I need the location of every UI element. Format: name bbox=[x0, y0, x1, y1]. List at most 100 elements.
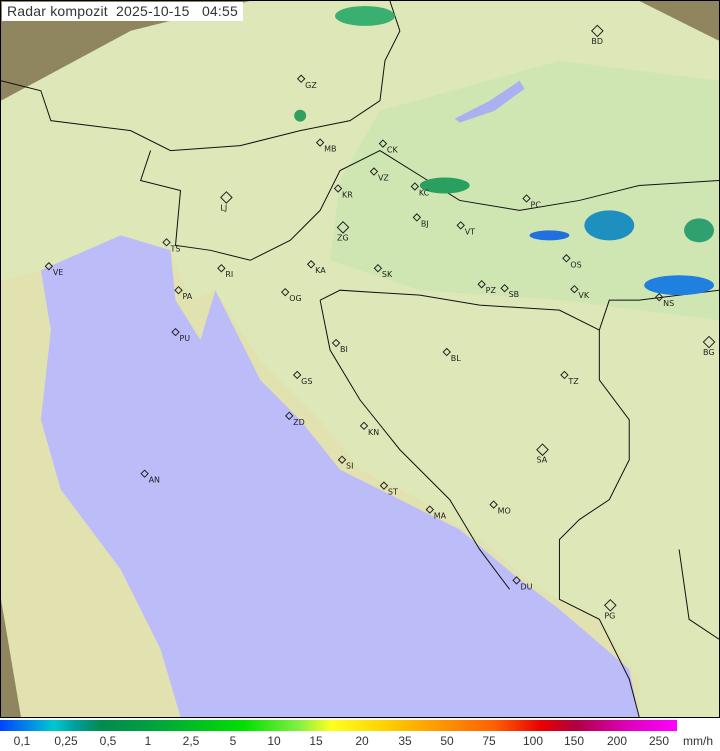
city-label: SK bbox=[382, 270, 393, 279]
city-label: TZ bbox=[567, 377, 579, 386]
city-label: ZD bbox=[293, 418, 305, 427]
city-label: CK bbox=[387, 146, 399, 155]
city-label: GZ bbox=[305, 81, 317, 90]
city-marker-icon bbox=[336, 221, 350, 234]
city-marker-icon bbox=[306, 260, 316, 269]
city-marker-icon bbox=[378, 139, 388, 148]
city-label: VZ bbox=[378, 173, 389, 182]
city-label: DU bbox=[521, 582, 533, 591]
city-markers: BD GZ MB CK VZ KR KC LJ BJ ZG VT PC TS VE RI KA SK OS PA OG… bbox=[44, 24, 716, 620]
city-label: SB bbox=[509, 290, 520, 299]
city-marker-icon bbox=[654, 292, 664, 302]
city-marker-icon bbox=[373, 264, 383, 273]
city-label: PZ bbox=[486, 286, 497, 295]
city-label: ST bbox=[388, 488, 398, 497]
city-label: RI bbox=[225, 270, 233, 279]
city-marker-icon bbox=[702, 335, 716, 349]
city-label: KC bbox=[419, 188, 430, 197]
city-marker-icon bbox=[456, 221, 465, 230]
scale-label: 0,25 bbox=[54, 734, 78, 748]
city-marker-icon bbox=[369, 167, 379, 176]
scale-label: 50 bbox=[440, 734, 454, 748]
city-marker-icon bbox=[140, 469, 149, 478]
city-marker-icon bbox=[500, 283, 509, 293]
time-text: 04:55 bbox=[201, 3, 238, 19]
city-label: OG bbox=[289, 294, 301, 303]
city-label: ZG bbox=[337, 233, 349, 242]
city-marker-icon bbox=[333, 184, 343, 193]
sea bbox=[40, 235, 640, 717]
city-marker-icon bbox=[359, 421, 369, 431]
scale-labels: 0,1 0,25 0,5 1 2,5 5 10 15 20 35 50 75 1… bbox=[0, 734, 720, 751]
city-label: KA bbox=[315, 266, 326, 275]
scale-label: 200 bbox=[606, 734, 628, 748]
lake-balaton bbox=[454, 80, 525, 123]
city-label: BG bbox=[703, 348, 715, 357]
city-marker-icon bbox=[217, 264, 226, 273]
city-label: BL bbox=[451, 354, 461, 363]
precipitation-color-scale bbox=[0, 720, 677, 731]
city-label: PA bbox=[182, 292, 192, 301]
city-marker-icon bbox=[562, 254, 571, 263]
city-label: PU bbox=[180, 334, 191, 343]
city-label: PG bbox=[604, 611, 615, 620]
scale-label: 5 bbox=[229, 734, 237, 748]
scale-label: 0,1 bbox=[13, 734, 31, 748]
lowland-green bbox=[330, 60, 719, 321]
city-label: VK bbox=[578, 291, 589, 300]
scale-label: 100 bbox=[522, 734, 544, 748]
radar-map[interactable]: BD GZ MB CK VZ KR KC LJ BJ ZG VT PC TS VE RI KA SK OS PA OG… bbox=[0, 0, 720, 718]
city-marker-icon bbox=[536, 443, 549, 457]
city-marker-icon bbox=[489, 500, 498, 509]
city-marker-icon bbox=[292, 370, 302, 380]
city-label: BJ bbox=[421, 219, 429, 228]
scale-label: 10 bbox=[267, 734, 281, 748]
map-title: Radar kompozit 2025-10-15 04:55 bbox=[2, 2, 243, 21]
title-text: Radar kompozit bbox=[7, 3, 108, 19]
city-marker-icon bbox=[522, 194, 531, 203]
city-label: MB bbox=[324, 145, 336, 154]
city-marker-icon bbox=[512, 576, 521, 585]
city-marker-icon bbox=[315, 138, 325, 147]
city-label: SA bbox=[537, 456, 548, 465]
radar-echoes bbox=[294, 5, 715, 296]
city-label: KN bbox=[368, 428, 379, 437]
scale-label: 15 bbox=[309, 734, 323, 748]
scale-label: 75 bbox=[482, 734, 496, 748]
scale-label: 20 bbox=[355, 734, 369, 748]
city-label: SI bbox=[346, 462, 353, 471]
city-label: PC bbox=[531, 200, 542, 209]
city-marker-icon bbox=[560, 370, 569, 380]
scale-label: 150 bbox=[563, 734, 585, 748]
city-label: BI bbox=[340, 345, 348, 354]
city-label: KR bbox=[342, 190, 353, 199]
city-marker-icon bbox=[442, 347, 451, 357]
scale-label: 0,5 bbox=[99, 734, 117, 748]
city-marker-icon bbox=[331, 338, 341, 348]
city-marker-icon bbox=[603, 598, 617, 612]
city-marker-icon bbox=[174, 285, 183, 295]
city-marker-icon bbox=[477, 279, 486, 289]
city-label: NS bbox=[663, 299, 674, 308]
city-label: TS bbox=[170, 244, 181, 253]
city-marker-icon bbox=[284, 411, 294, 421]
city-marker-icon bbox=[570, 284, 579, 294]
scale-label: 35 bbox=[398, 734, 412, 748]
scale-label: 2,5 bbox=[182, 734, 200, 748]
city-marker-icon bbox=[220, 191, 233, 204]
city-label: BD bbox=[591, 37, 603, 46]
city-marker-icon bbox=[162, 238, 171, 247]
city-marker-icon bbox=[171, 327, 180, 337]
city-label: AN bbox=[149, 476, 160, 485]
city-label: OS bbox=[570, 260, 581, 269]
city-marker-icon bbox=[280, 287, 290, 297]
city-marker-icon bbox=[337, 455, 347, 464]
city-marker-icon bbox=[425, 505, 435, 514]
city-label: VT bbox=[465, 227, 475, 236]
scale-label: 250 bbox=[648, 734, 670, 748]
city-label: LJ bbox=[220, 203, 227, 212]
date-text: 2025-10-15 bbox=[116, 3, 190, 19]
city-marker-icon bbox=[590, 24, 604, 38]
city-marker-icon bbox=[379, 481, 389, 490]
scale-label: 1 bbox=[144, 734, 152, 748]
